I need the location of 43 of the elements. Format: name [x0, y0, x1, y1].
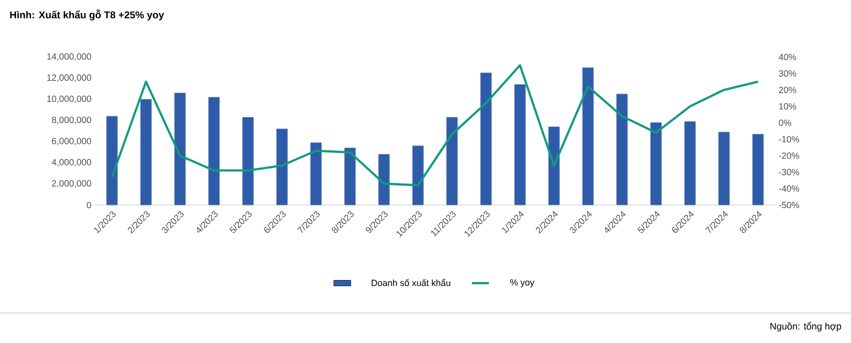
line-series	[110, 64, 760, 186]
chart-title: Hình: Xuất khẩu gỗ T8 +25% yoy	[10, 10, 164, 20]
y-tick-label: 14,000,000	[47, 53, 92, 61]
y2-tick-label: -40%	[778, 185, 800, 192]
y-tick-label: 12,000,000	[47, 74, 92, 82]
bar	[174, 92, 186, 206]
y2-tick-label: -20%	[778, 152, 800, 159]
y2-tick-label: -10%	[778, 136, 800, 142]
y2-tick-label: 10%	[779, 103, 796, 110]
bar	[208, 96, 220, 206]
bar	[140, 99, 152, 206]
y-tick-label: 10,000,000	[47, 96, 92, 103]
bar	[106, 116, 118, 206]
bar	[480, 72, 492, 206]
bar	[378, 154, 390, 206]
legend-label: % yoy	[510, 279, 534, 288]
bar	[582, 67, 594, 206]
bar	[344, 148, 356, 206]
y2-tick-label: 40%	[778, 54, 796, 60]
y-tick-label: 0	[86, 202, 92, 208]
bar	[446, 117, 458, 206]
bar	[718, 132, 730, 206]
y-tick-label: 4,000,000	[52, 159, 92, 166]
y2-tick-label: 30%	[778, 70, 796, 77]
bar	[752, 134, 764, 206]
y2-tick-label: 20%	[778, 86, 796, 94]
y2-tick-label: 0%	[778, 120, 792, 126]
bar	[548, 126, 560, 206]
y2-tick-label: -30%	[778, 168, 800, 176]
text: Nguồn: tổng hợp	[770, 322, 842, 332]
bar	[616, 94, 628, 206]
bar	[514, 84, 526, 206]
bar	[412, 146, 424, 206]
y-tick-label: 2,000,000	[52, 180, 92, 188]
legend-label: Doanh số xuất khẩu	[372, 278, 450, 286]
y2-tick-label: -50%	[778, 202, 800, 208]
bar	[242, 117, 254, 206]
bar	[650, 122, 662, 206]
bar	[684, 121, 696, 206]
y-tick-label: 8,000,000	[52, 116, 92, 124]
bar	[276, 128, 288, 206]
y-tick-label: 6,000,000	[52, 138, 92, 146]
bar	[310, 142, 322, 206]
